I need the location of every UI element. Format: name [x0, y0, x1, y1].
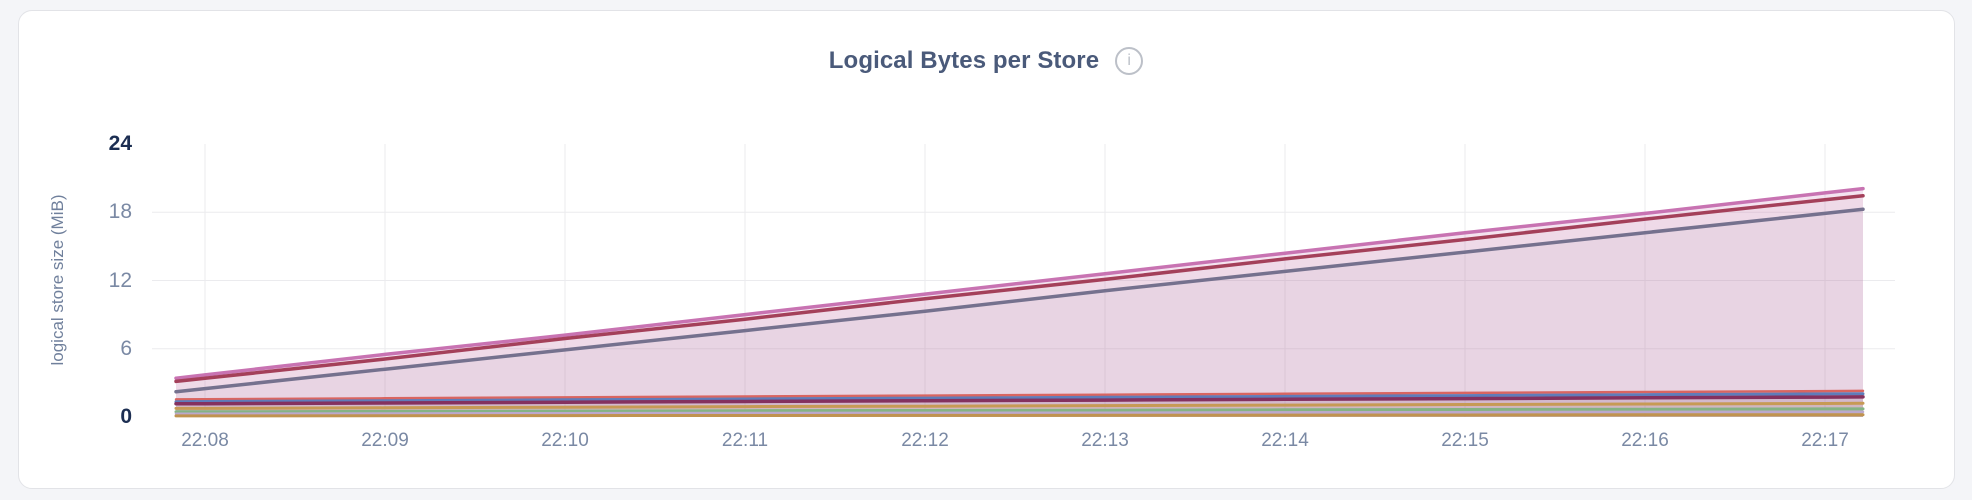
y-tick-12: 12	[108, 268, 132, 292]
x-tick-22:12: 22:12	[901, 430, 949, 451]
x-tick-22:09: 22:09	[361, 430, 409, 451]
chart-header: Logical Bytes per Store i	[0, 44, 1972, 78]
area-store-slate	[176, 209, 1863, 417]
line-store-lavender	[174, 410, 1865, 415]
line-store-pink	[174, 186, 1865, 380]
line-store-tan	[174, 401, 1865, 410]
x-tick-22:08: 22:08	[181, 430, 229, 451]
info-icon[interactable]: i	[1115, 47, 1144, 75]
x-tick-22:15: 22:15	[1441, 430, 1489, 451]
y-tick-24: 24	[108, 132, 132, 155]
x-tick-22:17: 22:17	[1801, 430, 1849, 451]
series-lines	[174, 186, 1865, 418]
x-tick-22:14: 22:14	[1261, 430, 1309, 451]
x-tick-22:10: 22:10	[541, 430, 589, 451]
y-tick-18: 18	[108, 200, 132, 224]
x-tick-22:13: 22:13	[1081, 430, 1129, 451]
x-tick-22:11: 22:11	[721, 430, 769, 451]
y-tick-6: 6	[120, 336, 132, 360]
chart-plot-area[interactable]	[176, 144, 1863, 417]
x-tick-22:16: 22:16	[1621, 430, 1669, 451]
y-tick-0: 0	[120, 405, 132, 428]
info-icon-glyph: i	[1127, 52, 1131, 69]
line-store-slate	[174, 207, 1865, 394]
area-store-crimson	[176, 195, 1863, 417]
line-store-crimson	[174, 193, 1865, 384]
line-store-gold	[174, 413, 1865, 418]
chart-title: Logical Bytes per Store	[828, 47, 1100, 74]
line-store-magenta	[174, 395, 1865, 406]
line-store-green	[174, 407, 1865, 414]
area-store-pink	[176, 188, 1863, 417]
line-store-blue	[174, 392, 1865, 404]
gridlines	[152, 144, 1895, 417]
line-store-red	[174, 389, 1865, 401]
